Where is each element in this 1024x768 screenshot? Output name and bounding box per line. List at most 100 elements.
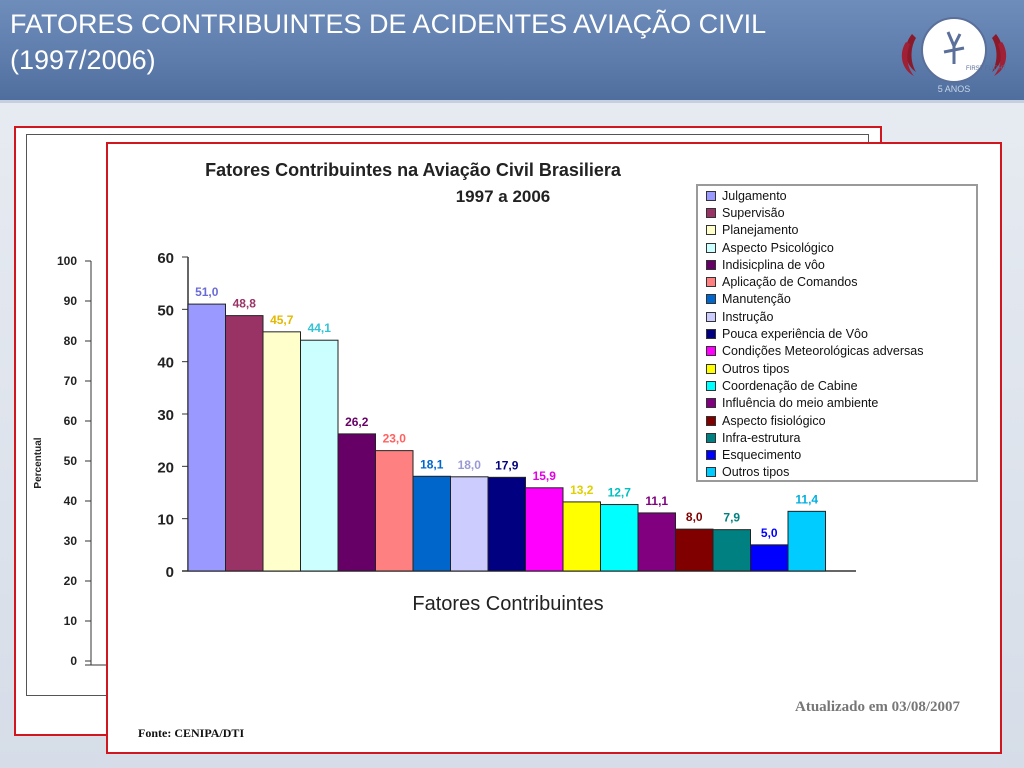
y-tick-label: 20 bbox=[157, 459, 174, 476]
legend-label: Influência do meio ambiente bbox=[722, 396, 879, 411]
main-chart-frame: Fatores Contribuintes na Aviação Civil B… bbox=[106, 142, 1002, 754]
bar-value-label: 8,0 bbox=[686, 510, 703, 524]
bar-value-label: 26,2 bbox=[345, 415, 369, 429]
background-y-axis-label: Percentual bbox=[33, 437, 44, 488]
updated-note: Atualizado em 03/08/2007 bbox=[795, 699, 960, 715]
bar bbox=[337, 433, 376, 572]
legend-label: Coordenação de Cabine bbox=[722, 378, 858, 393]
legend-swatch bbox=[706, 380, 716, 391]
legend-item: Pouca experiência de Vôo bbox=[706, 325, 976, 342]
background-y-tick-label: 100 bbox=[57, 254, 77, 268]
legend-label: Outros tipos bbox=[722, 465, 790, 480]
legend-item: Infra-estrutura bbox=[706, 429, 976, 446]
logo-text: FIRST FLIGHT bbox=[966, 66, 1007, 72]
slide-title: FATORES CONTRIBUINTES DE ACIDENTES AVIAÇ… bbox=[10, 9, 766, 75]
legend-swatch bbox=[706, 190, 716, 201]
bar bbox=[450, 476, 489, 572]
bar bbox=[750, 544, 789, 572]
legend-item: Indisicplina de vôo bbox=[706, 256, 976, 273]
legend-label: Outros tipos bbox=[722, 361, 790, 376]
legend-swatch bbox=[706, 467, 716, 478]
bar-value-label: 45,7 bbox=[270, 313, 294, 327]
bar-value-label: 12,7 bbox=[608, 486, 632, 500]
legend-item: Aplicação de Comandos bbox=[706, 273, 976, 290]
legend-label: Aspecto Psicológico bbox=[722, 240, 834, 255]
source-note: Fonte: CENIPA/DTI bbox=[138, 726, 245, 740]
bar-value-label: 18,1 bbox=[420, 457, 444, 471]
legend-label: Infra-estrutura bbox=[722, 430, 801, 445]
y-tick-label: 40 bbox=[157, 355, 174, 372]
background-y-tick-label: 0 bbox=[70, 654, 77, 668]
logo-subtext: 5 ANOS bbox=[938, 84, 971, 94]
legend-item: Esquecimento bbox=[706, 446, 976, 463]
bar-value-label: 11,1 bbox=[645, 494, 668, 508]
legend-swatch bbox=[706, 311, 716, 322]
legend-item: Outros tipos bbox=[706, 464, 976, 481]
bar-value-label: 17,9 bbox=[495, 458, 519, 472]
legend-item: Planejamento bbox=[706, 222, 976, 239]
legend-label: Manutenção bbox=[722, 292, 791, 307]
legend-label: Supervisão bbox=[722, 205, 785, 220]
bar-value-label: 51,0 bbox=[195, 285, 219, 299]
background-y-tick-label: 40 bbox=[64, 494, 78, 508]
legend-item: Condições Meteorológicas adversas bbox=[706, 343, 976, 360]
chart-legend: Julgamento Supervisão Planejamento Aspecto… bbox=[696, 184, 978, 482]
background-y-tick-label: 90 bbox=[64, 294, 78, 308]
bar bbox=[412, 475, 451, 572]
background-y-tick-label: 70 bbox=[64, 374, 78, 388]
bar-value-label: 23,0 bbox=[383, 432, 407, 446]
background-y-tick-label: 80 bbox=[64, 334, 78, 348]
legend-label: Pouca experiência de Vôo bbox=[722, 327, 868, 342]
bar bbox=[787, 510, 826, 572]
bar bbox=[300, 339, 339, 572]
bar-value-label: 13,2 bbox=[570, 483, 594, 497]
legend-label: Aplicação de Comandos bbox=[722, 275, 858, 290]
legend-swatch bbox=[706, 225, 716, 236]
first-flight-logo: FIRST FLIGHT 5 ANOS bbox=[901, 17, 1007, 94]
bar-value-label: 15,9 bbox=[533, 469, 557, 483]
bar bbox=[562, 501, 601, 572]
legend-swatch bbox=[706, 363, 716, 374]
legend-item: Julgamento bbox=[706, 187, 976, 204]
main-chart-svg: Fatores Contribuintes na Aviação Civil B… bbox=[157, 160, 856, 615]
bar bbox=[187, 303, 226, 572]
legend-swatch bbox=[706, 329, 716, 340]
legend-swatch bbox=[706, 259, 716, 270]
legend-swatch bbox=[706, 415, 716, 426]
y-tick-label: 10 bbox=[157, 512, 174, 529]
bar bbox=[600, 504, 639, 572]
legend-label: Indisicplina de vôo bbox=[722, 257, 825, 272]
legend-swatch bbox=[706, 277, 716, 288]
background-y-tick-label: 50 bbox=[64, 454, 78, 468]
legend-swatch bbox=[706, 294, 716, 305]
legend-label: Esquecimento bbox=[722, 448, 802, 463]
background-y-tick-label: 20 bbox=[64, 574, 78, 588]
bar-value-label: 48,8 bbox=[233, 297, 257, 311]
bar bbox=[525, 487, 564, 572]
legend-swatch bbox=[706, 346, 716, 357]
legend-item: Outros tipos bbox=[706, 360, 976, 377]
bar bbox=[487, 476, 526, 572]
legend-label: Julgamento bbox=[722, 188, 787, 203]
legend-swatch bbox=[706, 398, 716, 409]
legend-label: Aspecto fisiológico bbox=[722, 413, 826, 428]
bar bbox=[225, 315, 264, 572]
chart-title: Fatores Contribuintes na Aviação Civil B… bbox=[205, 160, 622, 180]
legend-swatch bbox=[706, 207, 716, 218]
legend-swatch bbox=[706, 450, 716, 461]
legend-item: Influência do meio ambiente bbox=[706, 395, 976, 412]
y-tick-label: 30 bbox=[157, 407, 174, 424]
bar-value-label: 7,9 bbox=[723, 511, 740, 525]
chart-subtitle: 1997 a 2006 bbox=[456, 187, 551, 206]
legend-item: Manutenção bbox=[706, 291, 976, 308]
legend-swatch bbox=[706, 242, 716, 253]
background-y-tick-label: 30 bbox=[64, 534, 78, 548]
y-tick-label: 0 bbox=[166, 564, 174, 581]
bar bbox=[375, 450, 414, 572]
bar-value-label: 5,0 bbox=[761, 526, 778, 540]
bar bbox=[637, 512, 676, 572]
x-axis-label: Fatores Contribuintes bbox=[412, 593, 603, 615]
background-y-tick-label: 10 bbox=[64, 614, 78, 628]
legend-item: Coordenação de Cabine bbox=[706, 377, 976, 394]
